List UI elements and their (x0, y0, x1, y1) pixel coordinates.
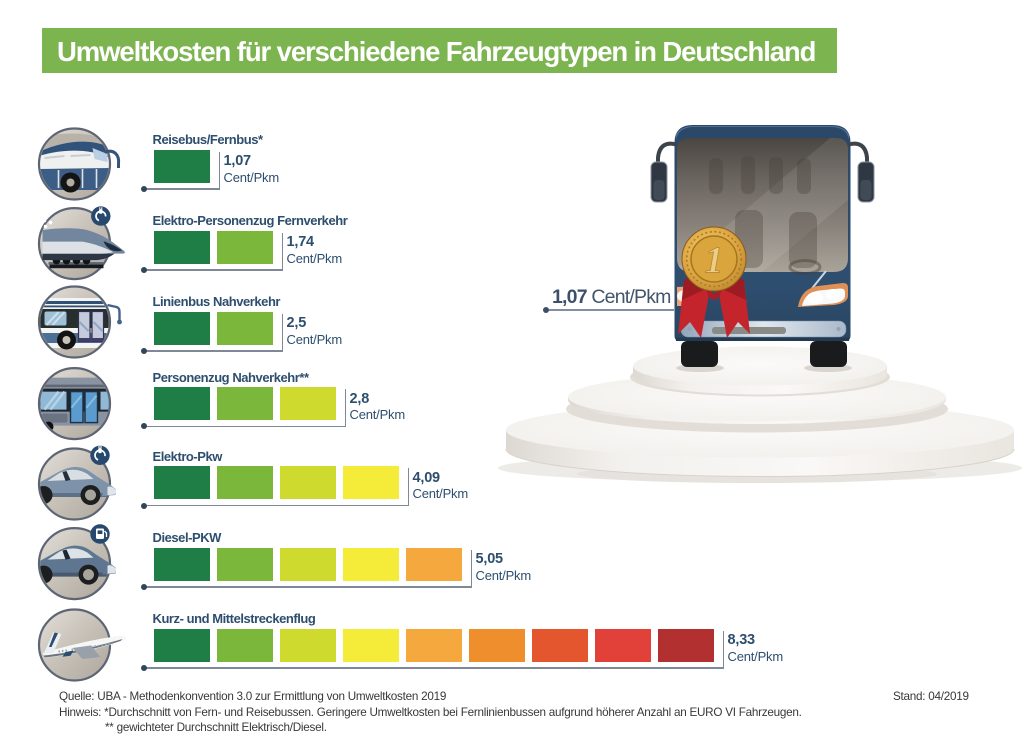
svg-text:1: 1 (705, 240, 724, 282)
